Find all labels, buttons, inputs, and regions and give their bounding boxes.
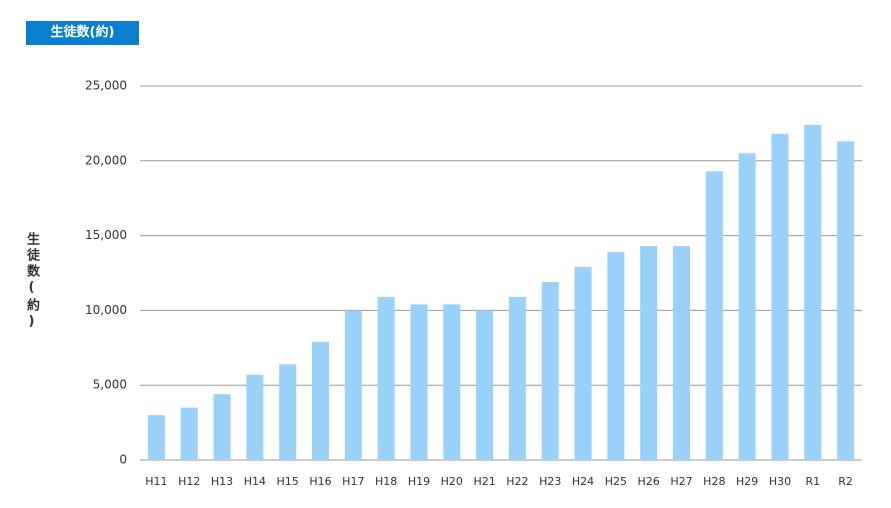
bar [673, 246, 690, 460]
bar [180, 407, 198, 460]
y-axis-label: 生徒数(約) [24, 232, 39, 332]
x-tick-label: H19 [408, 475, 430, 488]
x-tick-label: H28 [703, 475, 725, 488]
bar [574, 267, 592, 460]
bar [640, 246, 658, 460]
y-tick-label: 0 [119, 453, 127, 467]
bar [607, 252, 625, 460]
x-tick-label: H12 [178, 475, 200, 488]
x-tick-label: H29 [736, 475, 758, 488]
bar [705, 171, 723, 460]
x-tick-label: H21 [473, 475, 495, 488]
x-tick-label: R2 [838, 475, 853, 488]
bar [771, 133, 789, 460]
bar [410, 304, 428, 460]
bar [344, 310, 362, 460]
x-tick-label: H22 [506, 475, 528, 488]
bar [213, 394, 231, 460]
bar [147, 415, 165, 460]
bar [377, 296, 395, 460]
bar [246, 374, 264, 460]
chart-title: 生徒数(約) [26, 21, 139, 45]
bar [279, 364, 297, 460]
y-tick-label: 15,000 [85, 228, 127, 242]
bar [804, 124, 822, 461]
x-tick-label: H27 [670, 475, 692, 488]
x-tick-label: H25 [605, 475, 627, 488]
y-tick-label: 5,000 [93, 378, 127, 392]
x-tick-label: H18 [375, 475, 397, 488]
x-tick-label: H26 [638, 475, 660, 488]
bar [738, 153, 756, 460]
y-tick-label: 20,000 [85, 153, 127, 167]
x-tick-label: H20 [441, 475, 463, 488]
x-tick-label: H30 [769, 475, 791, 488]
bar [443, 304, 461, 460]
x-tick-label: H13 [211, 475, 233, 488]
y-tick-label: 25,000 [85, 79, 127, 93]
x-tick-label: H23 [539, 475, 561, 488]
x-tick-label: H24 [572, 475, 594, 488]
bar [476, 310, 494, 460]
x-tick-label: R1 [805, 475, 820, 488]
bar [837, 141, 855, 461]
bar [312, 341, 329, 460]
y-tick-label: 10,000 [85, 303, 127, 317]
x-tick-label: H11 [145, 475, 167, 488]
x-tick-label: H15 [277, 475, 299, 488]
x-tick-label: H17 [342, 475, 364, 488]
x-tick-label: H14 [244, 475, 266, 488]
bar [541, 281, 559, 460]
x-tick-label: H16 [309, 475, 331, 488]
bar [508, 296, 526, 460]
